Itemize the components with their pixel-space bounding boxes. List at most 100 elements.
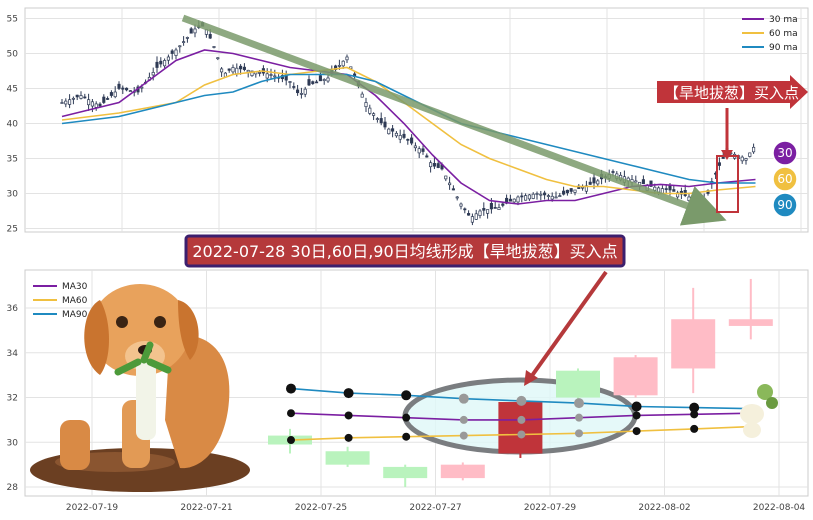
top-candle xyxy=(360,91,364,98)
top-candle xyxy=(474,209,478,220)
top-candle xyxy=(174,47,178,60)
top-candle xyxy=(641,175,645,185)
bottom-y-tick-label: 34 xyxy=(7,349,19,359)
top-candle xyxy=(87,93,91,111)
top-candle xyxy=(451,185,455,191)
bottom-candle xyxy=(383,464,428,488)
top-candle xyxy=(565,189,569,196)
top-candle xyxy=(455,196,459,201)
bottom-point-MA30 xyxy=(517,415,526,424)
leek-leaves xyxy=(114,341,172,376)
top-candle xyxy=(113,86,117,99)
top-candle xyxy=(717,157,721,171)
dog-ear-right xyxy=(178,300,199,360)
ma-badges: 30 60 90 xyxy=(772,140,798,218)
top-candle xyxy=(185,36,189,43)
bottom-x-tick-label: 2022-08-02 xyxy=(638,503,690,513)
badge-60 xyxy=(772,166,798,192)
bottom-point-MA30 xyxy=(402,413,411,422)
top-candle xyxy=(64,98,68,108)
top-candle xyxy=(543,190,547,200)
top-candle xyxy=(368,104,372,116)
bottom-point-MA30 xyxy=(459,415,468,424)
legend-label-MA90: MA90 xyxy=(62,310,88,320)
top-candle xyxy=(178,45,182,53)
top-candle xyxy=(558,192,562,198)
top-candle xyxy=(242,63,246,72)
bottom-point-MA90 xyxy=(689,402,700,413)
top-candle xyxy=(79,91,83,100)
top-candle xyxy=(459,202,463,210)
top-candle xyxy=(391,124,395,138)
top-candle xyxy=(189,27,193,34)
bottom-x-tick-label: 2022-07-29 xyxy=(524,503,577,513)
top-candle xyxy=(296,84,300,96)
legend-label-MA30: MA30 xyxy=(62,282,88,292)
signal-label: 【旱地拔葱】买入点 xyxy=(664,84,799,102)
top-candle xyxy=(182,36,186,46)
top-candle xyxy=(303,86,307,98)
top-candle xyxy=(664,184,668,194)
top-candle xyxy=(117,81,121,90)
top-candle xyxy=(497,203,501,211)
downtrend-arrow xyxy=(181,14,727,226)
bottom-point-MA30 xyxy=(575,413,583,422)
top-grid xyxy=(25,8,808,232)
top-candle xyxy=(83,93,87,99)
top-candle xyxy=(596,179,600,187)
bottom-point-MA90 xyxy=(286,383,296,394)
top-candle xyxy=(292,82,296,90)
top-candle xyxy=(102,94,106,104)
top-candle xyxy=(444,175,448,182)
bottom-point-MA60 xyxy=(287,436,295,445)
dog-body xyxy=(165,334,230,469)
top-candle xyxy=(573,189,577,196)
top-candle xyxy=(482,202,486,216)
bottom-x-tick-label: 2022-07-25 xyxy=(295,503,347,513)
top-candle xyxy=(406,138,410,145)
bottom-point-MA60 xyxy=(344,433,353,442)
top-candle xyxy=(121,85,125,94)
bottom-point-MA60 xyxy=(690,424,699,433)
bottom-legend: MA30 MA60 MA90 xyxy=(33,282,88,320)
top-candle xyxy=(432,157,436,170)
top-candle xyxy=(569,188,573,194)
top-candle xyxy=(634,175,638,183)
dog-eye-right xyxy=(154,316,166,328)
top-legend: 30 ma 60 ma 90 ma xyxy=(742,15,798,53)
top-candle xyxy=(478,209,482,219)
top-candle xyxy=(159,57,163,68)
top-candle xyxy=(288,81,292,89)
top-candle xyxy=(109,90,113,98)
bottom-x-tick-label: 2022-07-21 xyxy=(180,503,232,513)
signal-arrow-shape xyxy=(657,75,808,109)
bottom-x-tick-label: 2022-07-19 xyxy=(66,503,119,513)
top-candle xyxy=(315,79,319,84)
bottom-candle xyxy=(671,287,716,394)
top-candle xyxy=(417,146,421,159)
top-y-tick-label: 45 xyxy=(7,85,18,95)
top-candle xyxy=(421,145,425,155)
bottom-point-MA60 xyxy=(517,430,526,439)
bottom-point-MA30 xyxy=(287,409,295,418)
badge-30-label: 30 xyxy=(777,146,792,160)
top-candle xyxy=(375,117,379,123)
top-candle xyxy=(562,186,566,196)
top-candle xyxy=(216,57,220,61)
top-y-tick-label: 25 xyxy=(7,225,18,235)
top-candle xyxy=(463,207,467,214)
top-y-tick-label: 40 xyxy=(7,120,19,130)
top-y-tick-label: 50 xyxy=(7,50,19,60)
bottom-y-ticks: 28 30 32 34 36 xyxy=(7,304,19,493)
top-candle xyxy=(539,190,543,201)
top-candle xyxy=(383,116,387,130)
top-candle xyxy=(470,213,474,226)
bottom-candle xyxy=(613,355,658,398)
bottom-moving-averages xyxy=(286,383,752,445)
bottom-point-MA90 xyxy=(401,390,412,401)
top-candle xyxy=(425,153,429,158)
top-candle xyxy=(402,129,406,140)
top-candle xyxy=(170,49,174,60)
top-candle xyxy=(311,80,315,85)
bottom-point-MA30 xyxy=(632,411,641,420)
